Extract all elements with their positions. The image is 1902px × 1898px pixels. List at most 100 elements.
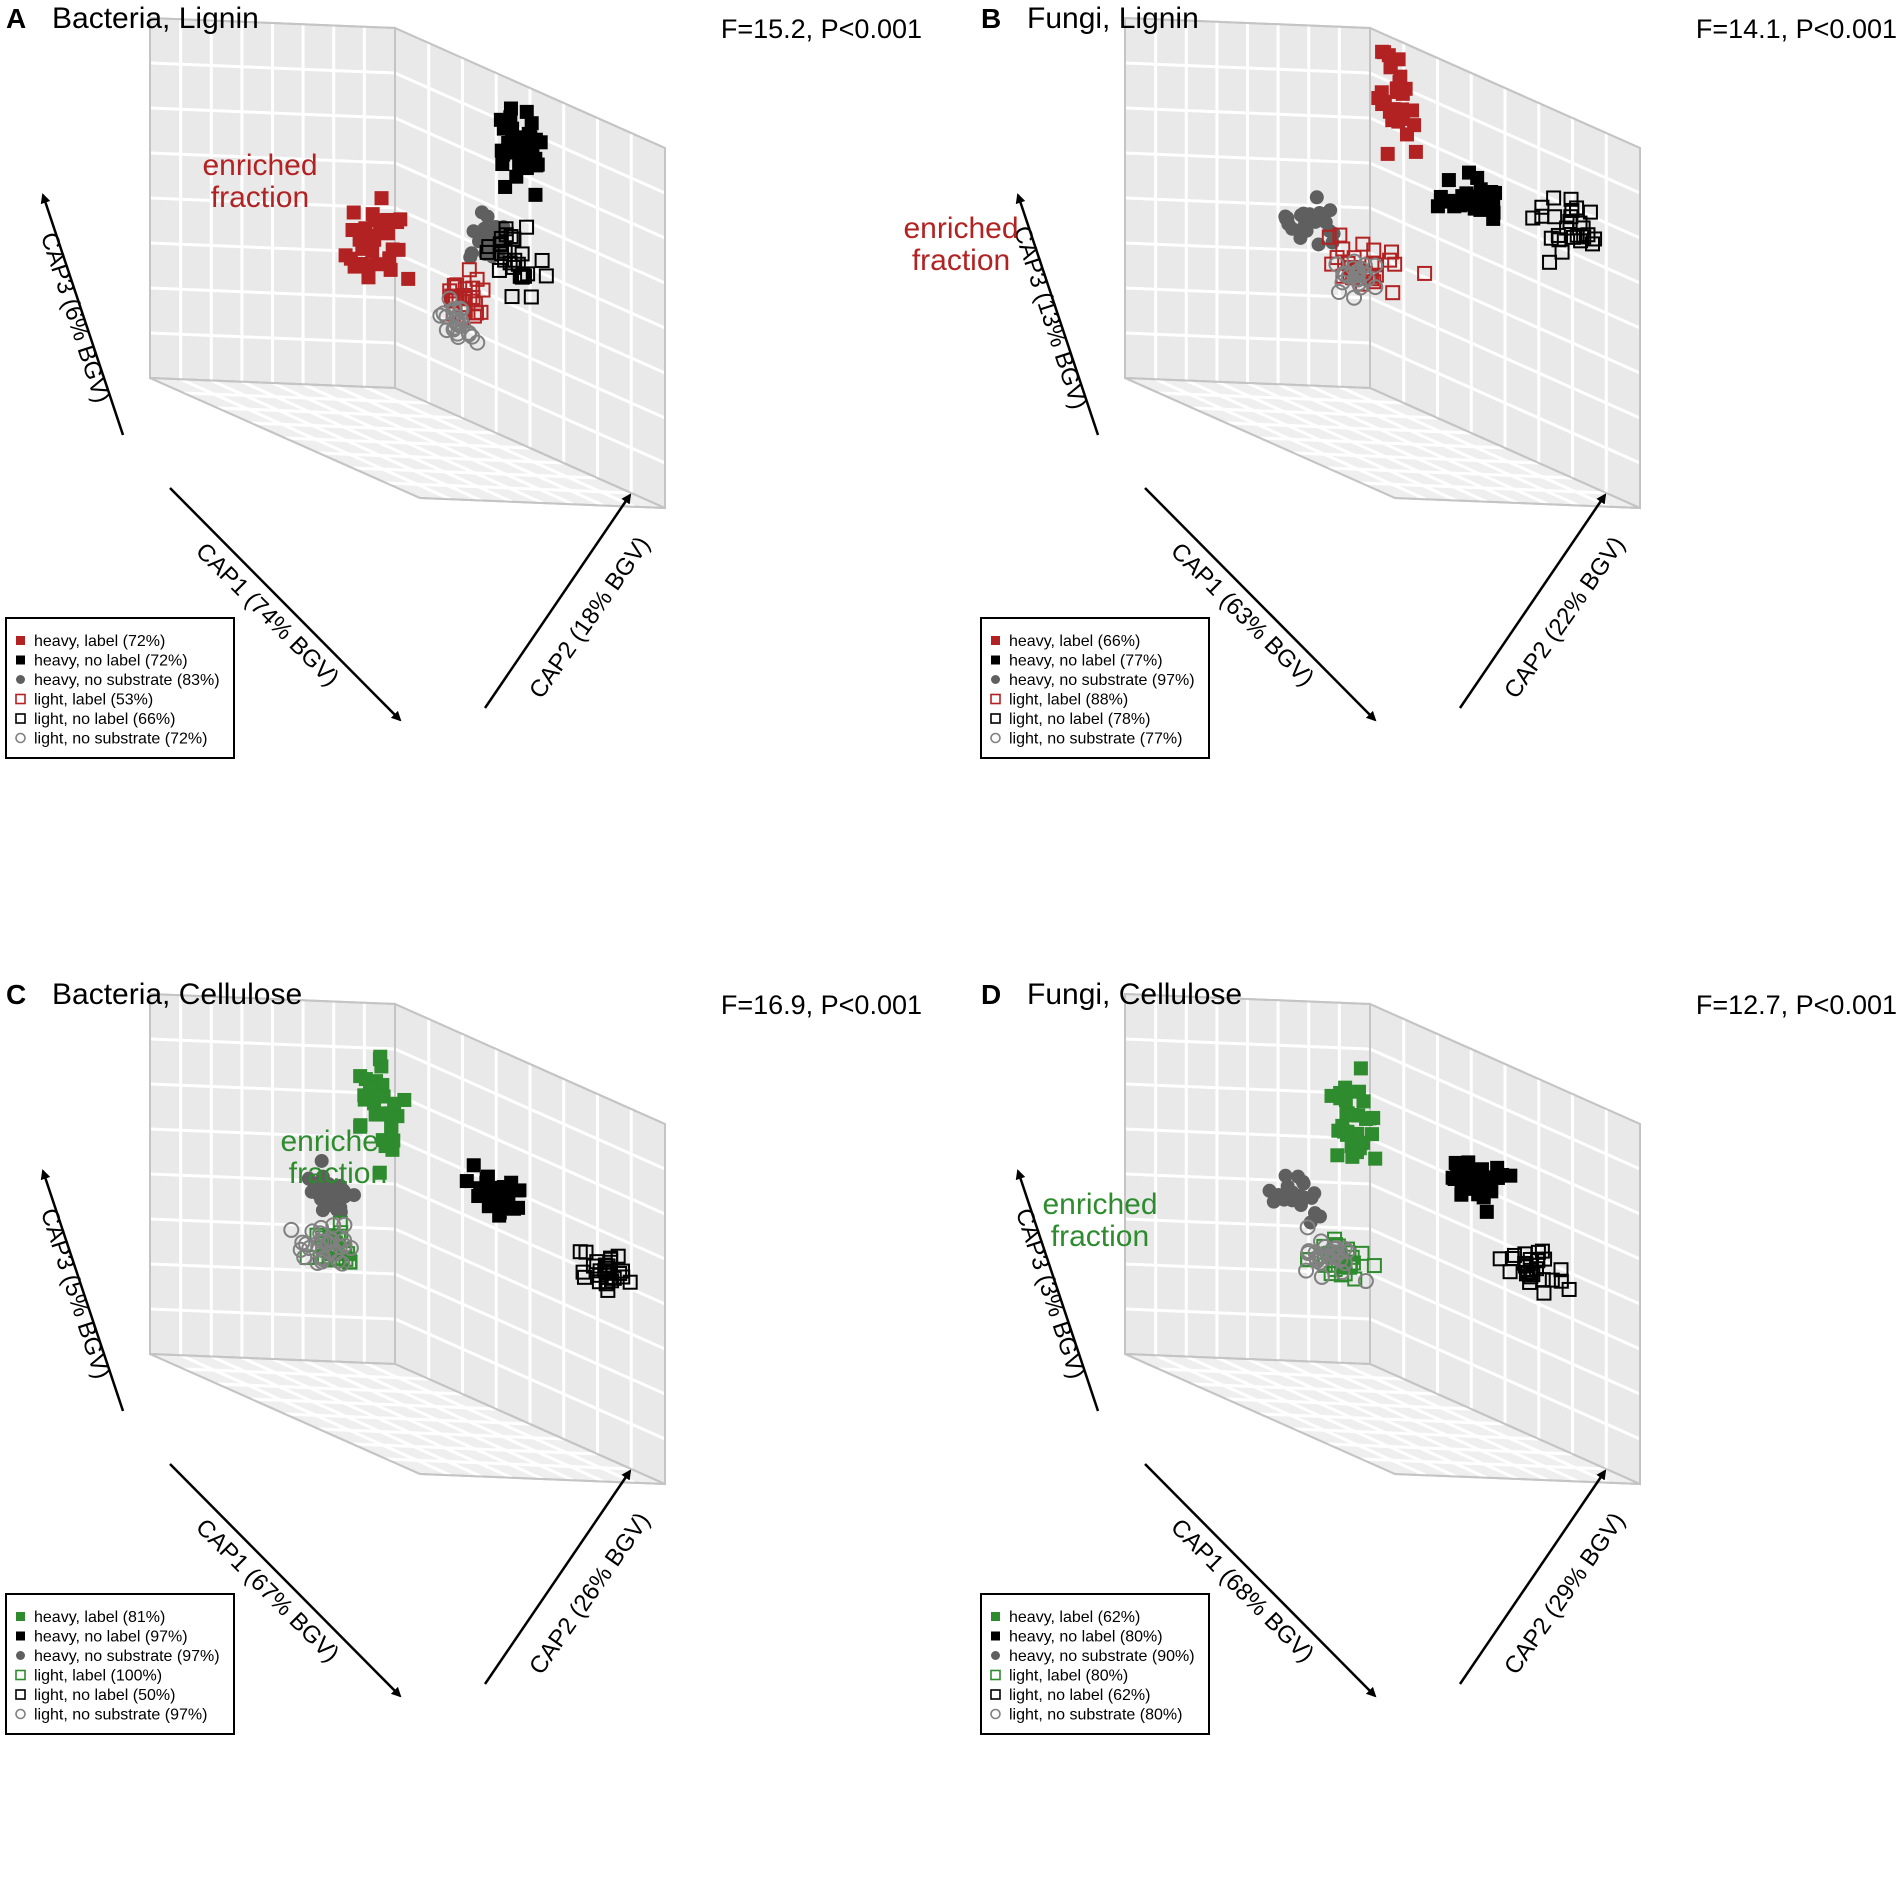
grid-line [149, 286, 396, 300]
chart-panel-b: CAP1 (63% BGV) CAP2 (22% BGV)CAP3 (13% BG… [903, 2, 1897, 759]
data-point-filled-square [1380, 146, 1395, 161]
data-point-filled-square [459, 1174, 474, 1189]
enriched-fraction-label: fraction [211, 181, 309, 214]
grid-line [1293, 1427, 1539, 1441]
grid-line [149, 241, 396, 255]
data-point-filled-square [347, 259, 362, 274]
legend-label: heavy, no substrate (90%) [1009, 1648, 1195, 1665]
data-point-filled-circle [1285, 1185, 1300, 1200]
data-point-filled-square [365, 244, 380, 259]
data-point-open-square [1355, 236, 1371, 252]
grid-line [394, 1227, 666, 1351]
data-point-open-square [1384, 244, 1400, 260]
box-edge [1124, 1353, 1396, 1475]
data-point-open-square [1569, 200, 1585, 216]
data-point-filled-square [1368, 1151, 1383, 1166]
data-point-open-square [1332, 227, 1348, 243]
legend-label: heavy, no label (72%) [34, 653, 188, 670]
legend: heavy, label (72%) heavy, no label (72%) h… [5, 617, 235, 759]
data-point-open-square [1523, 1269, 1539, 1285]
open-square-icon [15, 1669, 26, 1681]
box-edge [394, 387, 666, 509]
data-point-filled-square [1395, 111, 1410, 126]
data-point-open-square [514, 269, 530, 285]
panel-letter: C [6, 979, 26, 1010]
box-edge [1124, 993, 1371, 1005]
data-point-filled-square [509, 169, 524, 184]
data-points [1262, 1061, 1577, 1301]
data-point-filled-square [1486, 211, 1501, 226]
data-point-open-square [601, 1264, 617, 1280]
cap3-axis-arrow [40, 193, 125, 436]
grid-line [149, 1217, 396, 1231]
data-point-filled-square [366, 230, 381, 245]
data-point-filled-circle [346, 1188, 361, 1203]
box-edge [149, 17, 396, 29]
grid-line [284, 436, 531, 450]
grid-line [1124, 331, 1371, 345]
data-point-filled-square [498, 179, 513, 194]
open-square-icon [15, 1689, 26, 1700]
data-point-filled-circle [1278, 1168, 1293, 1183]
data-point-open-square [498, 227, 514, 243]
data-point-filled-square [384, 1118, 399, 1133]
data-point-open-square [503, 229, 519, 245]
data-point-filled-circle [1307, 1186, 1322, 1201]
data-point-open-square [585, 1258, 601, 1274]
box-edge [1124, 377, 1396, 499]
data-point-open-square [1546, 190, 1562, 206]
data-point-filled-square [1441, 173, 1456, 188]
data-point-open-square [1534, 199, 1550, 215]
grid-line [1369, 341, 1641, 465]
grid-line [1369, 251, 1641, 375]
data-point-filled-square [1353, 1061, 1368, 1076]
data-point-open-square [1544, 1272, 1560, 1288]
data-point-open-circle [304, 1223, 321, 1240]
data-point-open-square [1542, 254, 1558, 270]
data-point-filled-square [494, 1200, 509, 1215]
box-edge [1124, 377, 1371, 389]
grid-line [394, 251, 666, 375]
data-point-filled-square [391, 242, 406, 257]
data-point-filled-square [529, 158, 544, 173]
data-point-open-square [461, 262, 477, 278]
data-point-filled-circle [1281, 217, 1296, 232]
data-point-filled-circle [314, 1192, 329, 1207]
legend-label: light, no substrate (72%) [34, 731, 207, 748]
panel-letter: A [6, 3, 26, 34]
data-point-open-square [572, 1244, 588, 1260]
grid-line [1216, 380, 1488, 504]
cap3-axis-label: CAP3 (5% BGV) [35, 1205, 115, 1382]
legend-label: light, no label (66%) [34, 711, 175, 728]
grid-line [210, 379, 482, 502]
cap2-axis-label: CAP2 (26% BGV) [524, 1508, 656, 1680]
data-point-open-circle [1298, 1262, 1315, 1279]
data-point-filled-square [1408, 144, 1423, 159]
legend-box [980, 1593, 1210, 1735]
grid-line [1124, 286, 1371, 300]
data-point-filled-square [1371, 91, 1386, 106]
open-square-icon [15, 713, 26, 724]
grid-line [1185, 379, 1457, 502]
data-point-filled-square [471, 1189, 486, 1204]
legend-label: light, label (88%) [1009, 692, 1128, 709]
box-edge [149, 1353, 396, 1365]
data-point-open-square [1382, 252, 1398, 268]
data-point-open-square [1534, 1243, 1550, 1259]
box-edge [1369, 1003, 1641, 1125]
data-point-filled-square [1352, 1084, 1367, 1099]
grid-line [1155, 1353, 1427, 1477]
panel-statistic: F=12.7, P<0.001 [1696, 990, 1897, 1020]
legend: heavy, label (66%) heavy, no label (77%) h… [980, 617, 1210, 759]
enriched-fraction-label: enriched [903, 212, 1018, 245]
data-point-filled-circle [304, 1184, 319, 1199]
data-point-open-circle [441, 290, 458, 307]
data-point-filled-square [1452, 1156, 1467, 1171]
data-point-filled-square [1495, 1167, 1510, 1182]
data-point-open-square [1553, 1262, 1569, 1278]
cap1-axis-arrow [1144, 487, 1377, 722]
legend-label: light, label (80%) [1009, 1668, 1128, 1685]
data-point-filled-square [1455, 189, 1470, 204]
legend-label: light, label (53%) [34, 692, 153, 709]
legend-label: heavy, no substrate (83%) [34, 672, 220, 689]
